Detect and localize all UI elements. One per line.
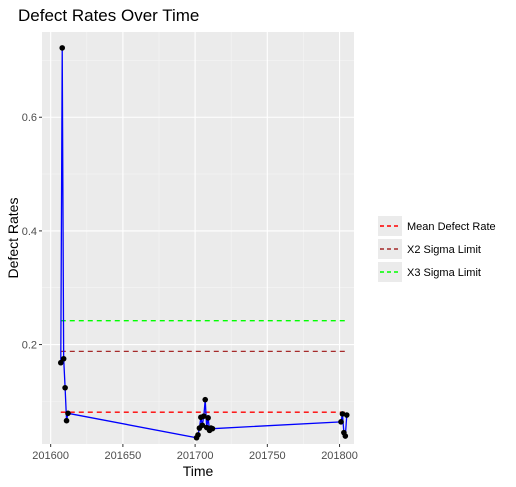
data-point [62, 384, 68, 391]
data-point [63, 417, 70, 424]
x-tick-label: 201800 [321, 450, 358, 462]
x-axis-label: Time [183, 463, 214, 479]
grid-minor [42, 32, 354, 444]
data-point [57, 359, 64, 366]
plot-panel [42, 32, 354, 444]
x-tick-label: 201600 [32, 450, 69, 462]
y-tick-label: 0.2 [22, 340, 37, 352]
y-tick-label: 0.6 [22, 112, 37, 124]
data-point [195, 432, 201, 438]
plot-background [42, 32, 354, 444]
data-point [200, 413, 207, 419]
legend-label: X2 Sigma Limit [407, 244, 481, 256]
reference-lines [60, 320, 347, 413]
chart-title: Defect Rates Over Time [18, 6, 199, 25]
data-point [342, 433, 349, 439]
data-point [60, 355, 67, 362]
y-tick-label: 0.4 [22, 226, 37, 238]
data-point [339, 411, 346, 417]
x-tick-label: 201750 [249, 450, 286, 462]
x-tick-label: 201650 [105, 450, 142, 462]
x-axis: 201600 201650 201700 201750 201800 [32, 444, 358, 462]
data-point [209, 425, 216, 432]
data-point [343, 412, 350, 418]
data-point [199, 422, 206, 429]
data-point [338, 419, 344, 425]
data-point [65, 410, 71, 417]
y-axis-label: Defect Rates [5, 198, 21, 279]
data-point [202, 396, 209, 403]
y-axis: 0.2 0.4 0.6 [22, 112, 42, 352]
x-tick-label: 201700 [177, 450, 214, 462]
grid-major [42, 32, 354, 444]
legend: Mean Defect Rate X2 Sigma Limit X3 Sigma L… [376, 213, 502, 285]
legend-label: Mean Defect Rate [407, 221, 496, 233]
data-point [205, 415, 211, 421]
data-points [57, 45, 350, 441]
data-point [59, 45, 66, 51]
legend-label: X3 Sigma Limit [407, 267, 481, 279]
